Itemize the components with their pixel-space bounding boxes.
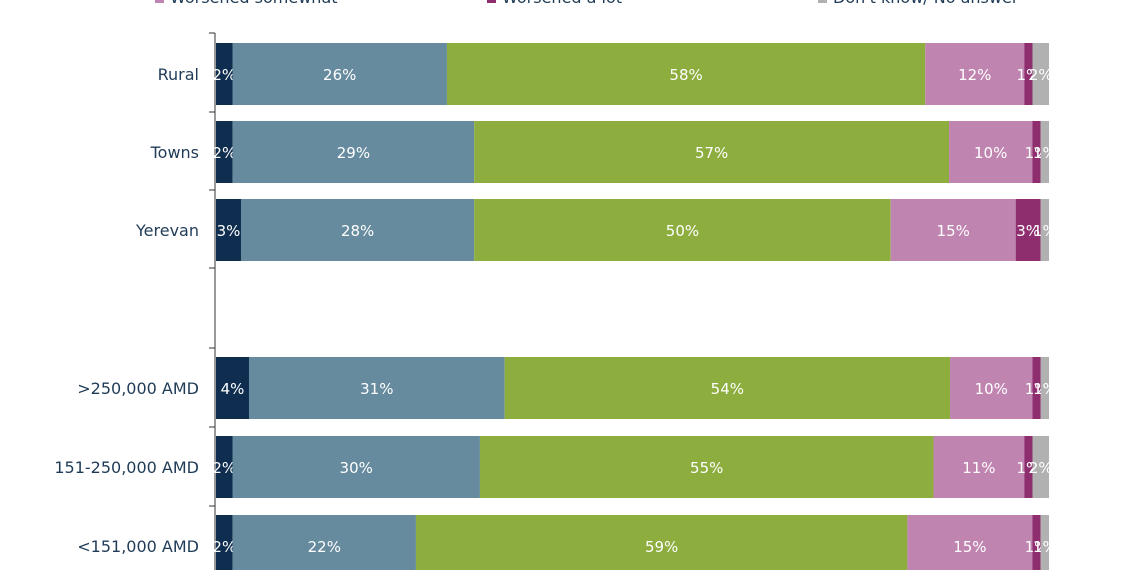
bar-segment (1040, 515, 1049, 570)
bar-segment (949, 121, 1033, 183)
data-label: 54% (711, 380, 744, 398)
bar-segment (1024, 43, 1033, 105)
data-label: 3% (217, 222, 241, 240)
legend-swatch (487, 0, 496, 3)
data-label: 15% (953, 538, 986, 556)
legend-swatch (155, 0, 164, 3)
bar-segment (474, 121, 950, 183)
data-label: 28% (341, 222, 374, 240)
category-label: 151-250,000 AMD (54, 458, 199, 477)
data-label: 4% (221, 380, 245, 398)
bar-segment (446, 43, 926, 105)
category-label: Yerevan (135, 221, 199, 240)
data-label: 10% (975, 380, 1008, 398)
data-label: 30% (340, 459, 373, 477)
bar-segment (1040, 121, 1049, 183)
bar-segment (232, 121, 475, 183)
category-label: >250,000 AMD (77, 379, 199, 398)
category-label: Towns (150, 143, 199, 162)
legend-swatch (818, 0, 827, 3)
bar-segment (474, 199, 891, 261)
bar-segment (1040, 357, 1049, 419)
data-label: 1% (1033, 380, 1057, 398)
data-label: 3% (1016, 222, 1040, 240)
bar-segment (216, 43, 233, 105)
data-label: 1% (1033, 144, 1057, 162)
bar-segment (1032, 515, 1041, 570)
bar-segment (240, 199, 475, 261)
data-label: 1% (1033, 222, 1057, 240)
bar-segment (1040, 199, 1049, 261)
bar-segment (1024, 436, 1033, 498)
bar-segment (216, 515, 233, 570)
bar-segment (1032, 436, 1049, 498)
data-label: 12% (958, 66, 991, 84)
bar-segment (933, 436, 1025, 498)
data-label: 15% (937, 222, 970, 240)
bar-segment (925, 43, 1025, 105)
data-label: 59% (645, 538, 678, 556)
data-label: 10% (974, 144, 1007, 162)
data-label: 2% (212, 459, 236, 477)
legend-label: Don't know/ No answer (833, 0, 1019, 7)
bar-segment (216, 121, 233, 183)
data-label: 2% (1029, 66, 1053, 84)
bar-segment (216, 199, 241, 261)
bar-segment (950, 357, 1033, 419)
data-label: 2% (212, 144, 236, 162)
bar-segment (479, 436, 934, 498)
legend-label: Worsened a lot (502, 0, 622, 7)
category-label: <151,000 AMD (77, 537, 199, 556)
data-label: 55% (690, 459, 723, 477)
data-label: 29% (337, 144, 370, 162)
data-label: 31% (360, 380, 393, 398)
data-label: 57% (695, 144, 728, 162)
bar-segment (232, 43, 447, 105)
data-label: 2% (212, 538, 236, 556)
data-label: 58% (669, 66, 702, 84)
bar-segment (1032, 43, 1049, 105)
bar-segment (415, 515, 908, 570)
bar-segment (216, 436, 233, 498)
bar-segment (890, 199, 1016, 261)
bar-segment (1032, 357, 1041, 419)
bar-segment (504, 357, 951, 419)
category-label: Rural (158, 65, 199, 84)
data-label: 22% (308, 538, 341, 556)
bar-segment (232, 436, 480, 498)
bar-segment (216, 357, 249, 419)
data-label: 1% (1033, 538, 1057, 556)
data-label: 2% (212, 66, 236, 84)
data-label: 11% (962, 459, 995, 477)
bar-segment (1032, 121, 1041, 183)
bar-segment (1015, 199, 1041, 261)
bar-segment (907, 515, 1033, 570)
data-label: 26% (323, 66, 356, 84)
data-label: 2% (1029, 459, 1053, 477)
data-label: 50% (666, 222, 699, 240)
bar-segment (232, 515, 416, 570)
bar-segment (248, 357, 505, 419)
legend-label: Worsened somewhat (170, 0, 338, 7)
